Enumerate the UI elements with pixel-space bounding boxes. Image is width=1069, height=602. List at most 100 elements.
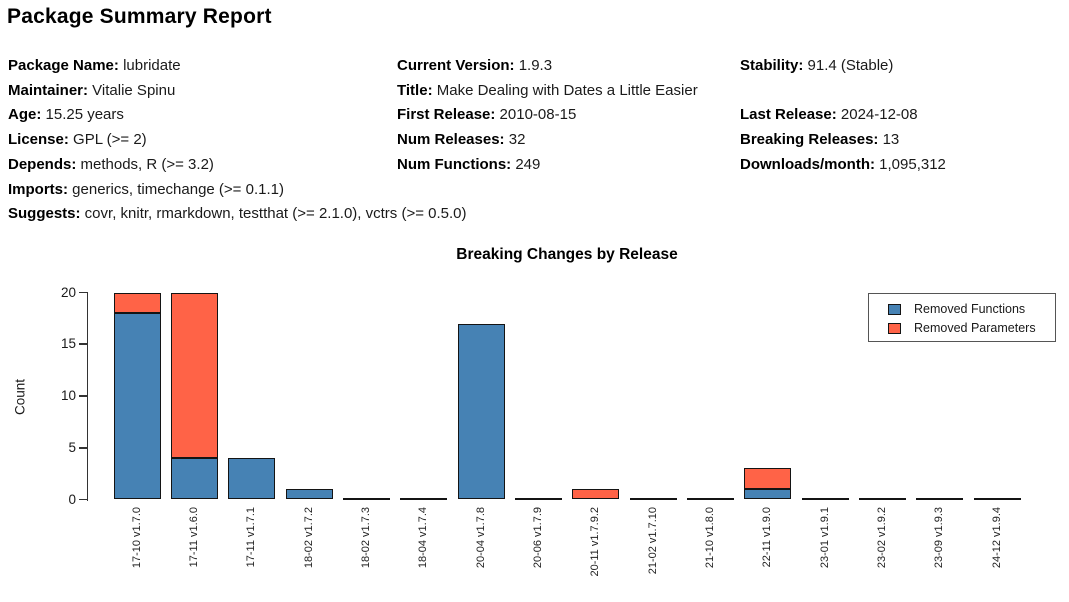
removed-functions-swatch-icon	[888, 303, 901, 315]
meta-field: Breaking Releases: 13	[740, 131, 899, 148]
legend-entry-removed-parameters: Removed Parameters	[888, 320, 1055, 336]
zero-height-bar	[629, 497, 677, 500]
meta-field: Title: Make Dealing with Dates a Little …	[397, 82, 698, 99]
meta-field: Age: 15.25 years	[8, 106, 124, 123]
meta-label: Breaking Releases:	[740, 131, 879, 149]
meta-field: Last Release: 2024-12-08	[740, 106, 918, 123]
meta-value: 2010-08-15	[495, 106, 577, 124]
meta-label: Num Functions:	[397, 155, 512, 173]
meta-label: Depends:	[8, 155, 77, 173]
x-tick-label: 17-10 v1.7.0	[130, 507, 143, 569]
x-tick-label: 20-11 v1.7.9.2	[589, 507, 602, 577]
x-tick-label: 18-04 v1.7.4	[417, 507, 430, 569]
bar-segment-removed-functions	[170, 458, 218, 500]
meta-value: methods, R (>= 3.2)	[76, 155, 214, 173]
y-tick-mark	[79, 446, 87, 449]
meta-field: Imports: generics, timechange (>= 0.1.1)	[8, 181, 284, 198]
meta-value: 1.9.3	[514, 57, 553, 74]
meta-value: 15.25 years	[41, 106, 124, 124]
x-tick-label: 17-11 v1.6.0	[187, 507, 200, 568]
meta-field: Suggests: covr, knitr, rmarkdown, testth…	[8, 205, 467, 222]
meta-value: 249	[511, 155, 541, 173]
meta-value: Make Dealing with Dates a Little Easier	[432, 81, 698, 99]
y-tick-label: 10	[60, 388, 76, 404]
meta-value: 1,095,312	[875, 155, 946, 173]
y-tick-mark	[79, 343, 87, 346]
y-axis-line	[86, 292, 89, 501]
x-tick-label: 21-02 v1.7.10	[646, 507, 659, 575]
bar-segment-removed-functions	[285, 489, 333, 500]
x-tick-label: 24-12 v1.9.4	[990, 507, 1003, 569]
meta-field: Maintainer: Vitalie Spinu	[8, 82, 175, 99]
meta-field: Depends: methods, R (>= 3.2)	[8, 156, 214, 173]
meta-label: Title:	[397, 81, 433, 99]
bar-segment-removed-functions	[113, 313, 161, 500]
bar-segment-removed-parameters	[170, 292, 218, 459]
meta-value: generics, timechange (>= 0.1.1)	[68, 180, 284, 198]
x-tick-label: 20-04 v1.7.8	[474, 507, 487, 569]
x-tick-label: 23-02 v1.9.2	[876, 507, 889, 569]
y-tick-label: 15	[60, 336, 76, 352]
meta-label: Stability:	[740, 57, 804, 74]
meta-value: 32	[504, 131, 526, 149]
meta-field: License: GPL (>= 2)	[8, 131, 147, 148]
zero-height-bar	[859, 497, 907, 500]
chart-legend: Removed Functions Removed Parameters	[868, 293, 1056, 342]
bar-segment-removed-functions	[744, 489, 792, 500]
meta-label: License:	[8, 131, 69, 149]
meta-field: Downloads/month: 1,095,312	[740, 156, 946, 173]
x-tick-label: 20-06 v1.7.9	[531, 507, 544, 569]
meta-field: Num Functions: 249	[397, 156, 540, 173]
y-tick-mark	[79, 291, 87, 294]
zero-height-bar	[973, 497, 1021, 500]
y-tick-label: 5	[68, 439, 76, 455]
meta-value: 13	[878, 131, 900, 149]
x-tick-label: 22-11 v1.9.0	[761, 507, 774, 568]
bar-segment-removed-parameters	[572, 489, 620, 500]
legend-entry-removed-functions: Removed Functions	[888, 301, 1055, 317]
zero-height-bar	[916, 497, 964, 500]
meta-field: Package Name: lubridate	[8, 57, 181, 74]
chart-title: Breaking Changes by Release	[456, 246, 678, 263]
bar-segment-removed-parameters	[113, 292, 161, 314]
zero-height-bar	[400, 497, 448, 500]
x-tick-label: 21-10 v1.8.0	[704, 507, 716, 569]
meta-label: Age:	[8, 106, 42, 124]
meta-label: Imports:	[8, 180, 68, 198]
meta-value: 91.4 (Stable)	[803, 57, 894, 74]
meta-value: 2024-12-08	[836, 106, 918, 124]
y-axis-label: Count	[12, 378, 28, 416]
legend-label: Removed Functions	[914, 302, 1026, 316]
meta-field: Num Releases: 32	[397, 131, 525, 148]
y-tick-mark	[79, 498, 87, 501]
x-tick-label: 23-09 v1.9.3	[933, 507, 946, 569]
zero-height-bar	[687, 497, 734, 500]
meta-label: Current Version:	[397, 57, 515, 74]
x-tick-label: 18-02 v1.7.3	[359, 507, 372, 569]
meta-label: Maintainer:	[8, 81, 89, 99]
zero-height-bar	[801, 497, 849, 500]
y-tick-label: 0	[68, 491, 76, 507]
zero-height-bar	[342, 497, 390, 500]
meta-field: Current Version: 1.9.3	[397, 57, 552, 74]
x-tick-label: 23-01 v1.9.1	[818, 507, 831, 569]
x-tick-label: 18-02 v1.7.2	[302, 507, 315, 569]
meta-label: Last Release:	[740, 106, 837, 124]
meta-field: First Release: 2010-08-15	[397, 106, 576, 123]
meta-value: lubridate	[118, 57, 181, 74]
legend-label: Removed Parameters	[914, 321, 1036, 335]
y-tick-label: 20	[60, 284, 76, 300]
meta-value: Vitalie Spinu	[88, 81, 176, 99]
x-tick-label: 17-11 v1.7.1	[245, 507, 258, 568]
bar-segment-removed-functions	[228, 458, 276, 500]
y-tick-mark	[79, 395, 87, 397]
meta-label: Package Name:	[8, 57, 119, 74]
meta-value: GPL (>= 2)	[68, 131, 147, 149]
bar-segment-removed-parameters	[744, 468, 792, 490]
zero-height-bar	[514, 497, 562, 500]
meta-label: Num Releases:	[397, 131, 505, 149]
bar-segment-removed-functions	[457, 323, 505, 500]
meta-value: covr, knitr, rmarkdown, testthat (>= 2.1…	[80, 205, 467, 223]
meta-label: First Release:	[397, 106, 496, 124]
